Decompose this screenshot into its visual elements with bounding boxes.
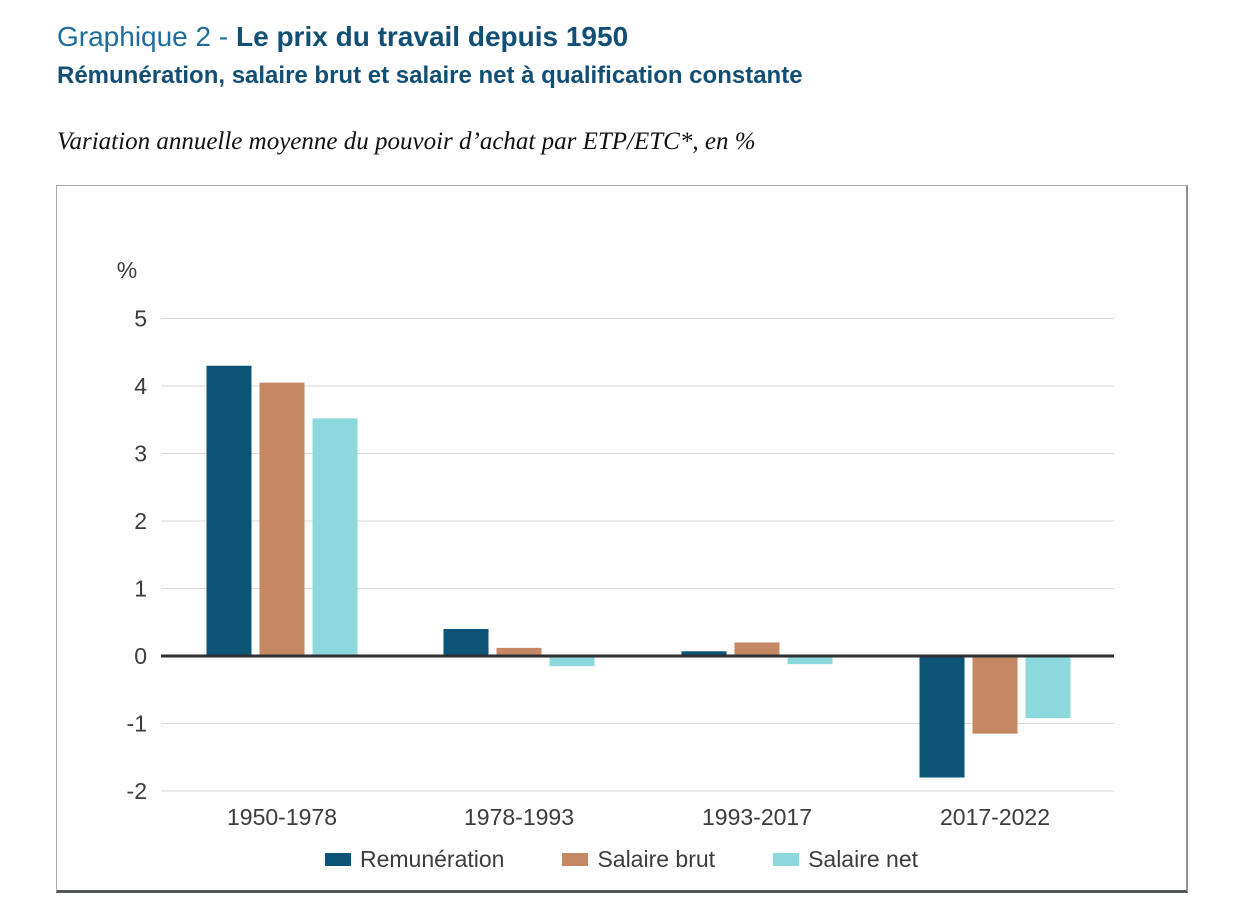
bar-salaire-net-1978-1993 [549, 656, 595, 667]
legend-swatch [324, 853, 351, 866]
y-tick-label: -2 [127, 778, 147, 804]
chart-canvas: 5 4 3 2 1 0 -1 -2% 1950-1978 1978-1993 1993-2017 20… [117, 257, 1114, 830]
legend-swatch [773, 853, 800, 866]
y-tick-label: 3 [134, 441, 147, 467]
bar-salaire-net-1950-1978 [312, 418, 358, 656]
bar-remunération-1950-1978 [206, 365, 252, 656]
chart-legend: Remunération Salaire brut Salaire net [57, 846, 1186, 873]
bar-salaire-brut-1978-1993 [496, 647, 542, 656]
chart-note: Variation annuelle moyenne du pouvoir d’… [57, 128, 756, 155]
x-tick-label-1978-1993: 1978-1993 [464, 804, 574, 830]
bar-salaire-net-2017-2022 [1025, 656, 1071, 719]
bar-salaire-net-1993-2017 [787, 656, 833, 665]
page-title-prefix: Graphique 2 - [57, 21, 236, 52]
legend-swatch [562, 853, 589, 866]
y-tick-label: -1 [127, 711, 147, 737]
y-axis-label: % [117, 257, 137, 283]
bar-salaire-brut-1993-2017 [734, 642, 780, 656]
bar-remunération-1993-2017 [681, 651, 727, 656]
x-tick-label-2017-2022: 2017-2022 [940, 804, 1050, 830]
page-title: Graphique 2 - Le prix du travail depuis … [57, 20, 628, 54]
legend-item-remunération: Remunération [324, 846, 505, 873]
page-subtitle: Rémunération, salaire brut et salaire ne… [57, 62, 803, 89]
chart-frame: 5 4 3 2 1 0 -1 -2% 1950-1978 1978-1993 1993-2017 20… [56, 185, 1188, 893]
legend-item-salaire-net: Salaire net [773, 846, 918, 873]
legend-item-salaire-brut: Salaire brut [562, 846, 715, 873]
y-tick-label: 1 [134, 576, 147, 602]
bar-salaire-brut-2017-2022 [972, 656, 1018, 734]
legend-label: Remunération [359, 846, 505, 872]
bar-salaire-brut-1950-1978 [259, 382, 305, 656]
bar-remunération-1978-1993 [443, 629, 489, 656]
y-tick-label: 0 [134, 643, 147, 669]
bar-remunération-2017-2022 [919, 656, 965, 778]
y-tick-label: 2 [134, 508, 147, 534]
x-tick-label-1950-1978: 1950-1978 [227, 804, 337, 830]
y-tick-label: 5 [134, 306, 147, 332]
y-tick-label: 4 [134, 373, 147, 399]
x-tick-label-1993-2017: 1993-2017 [702, 804, 812, 830]
legend-label: Salaire net [808, 846, 919, 872]
page-title-bold: Le prix du travail depuis 1950 [236, 21, 629, 52]
legend-label: Salaire brut [597, 846, 716, 872]
